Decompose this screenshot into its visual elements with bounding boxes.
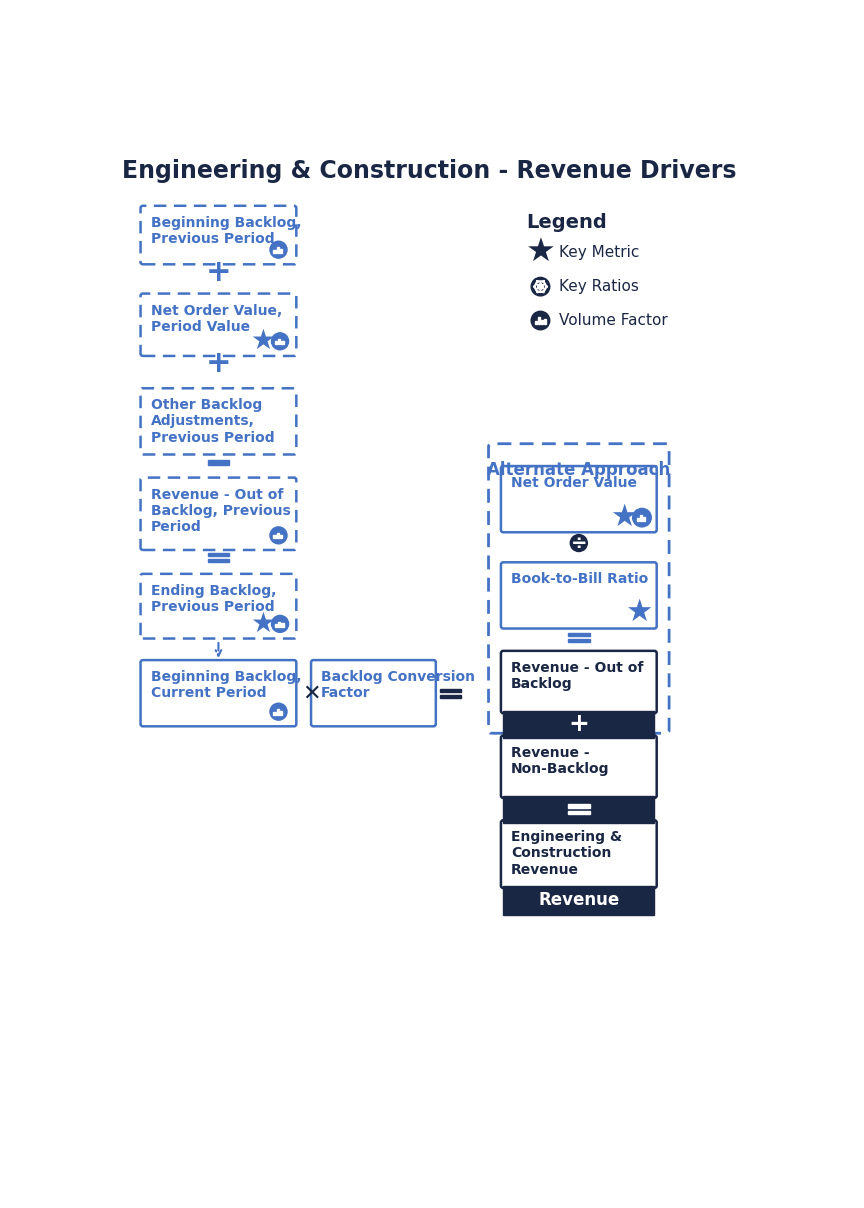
- Circle shape: [538, 284, 543, 289]
- Bar: [276, 248, 279, 252]
- Text: Engineering & Construction - Revenue Drivers: Engineering & Construction - Revenue Dri…: [122, 158, 736, 182]
- FancyBboxPatch shape: [501, 562, 657, 628]
- Bar: [537, 318, 540, 324]
- Text: Beginning Backlog,
Current Period: Beginning Backlog, Current Period: [150, 670, 302, 701]
- Text: Revenue: Revenue: [538, 892, 619, 910]
- FancyBboxPatch shape: [488, 443, 669, 733]
- Bar: [274, 250, 276, 252]
- Bar: [544, 319, 546, 324]
- Text: +: +: [206, 257, 232, 286]
- Bar: [568, 639, 589, 643]
- Text: Revenue -
Non-Backlog: Revenue - Non-Backlog: [511, 745, 609, 776]
- FancyBboxPatch shape: [501, 736, 657, 798]
- FancyBboxPatch shape: [141, 205, 296, 265]
- Text: +: +: [206, 349, 232, 378]
- FancyBboxPatch shape: [141, 477, 296, 550]
- Bar: [276, 533, 279, 539]
- Bar: [281, 623, 283, 627]
- Bar: [207, 460, 229, 465]
- FancyBboxPatch shape: [501, 466, 657, 533]
- Text: ÷: ÷: [570, 534, 587, 552]
- Bar: [278, 622, 281, 627]
- Bar: [275, 623, 277, 627]
- Text: Engineering &
Construction
Revenue: Engineering & Construction Revenue: [511, 830, 622, 877]
- Bar: [274, 535, 276, 539]
- Circle shape: [270, 527, 287, 544]
- Bar: [440, 689, 461, 692]
- Circle shape: [531, 278, 550, 296]
- Bar: [276, 709, 279, 715]
- Text: Legend: Legend: [526, 213, 607, 232]
- Text: Net Order Value,
Period Value: Net Order Value, Period Value: [150, 303, 282, 333]
- Text: Revenue - Out of
Backlog, Previous
Period: Revenue - Out of Backlog, Previous Perio…: [150, 488, 290, 534]
- Bar: [503, 796, 654, 823]
- Circle shape: [271, 333, 289, 350]
- Bar: [503, 712, 654, 738]
- Bar: [640, 516, 642, 521]
- Circle shape: [271, 615, 289, 632]
- Circle shape: [270, 703, 287, 720]
- Text: Other Backlog
Adjustments,
Previous Period: Other Backlog Adjustments, Previous Peri…: [150, 399, 274, 445]
- Bar: [643, 517, 645, 521]
- Text: Book-to-Bill Ratio: Book-to-Bill Ratio: [511, 573, 648, 586]
- Bar: [280, 535, 282, 539]
- Text: ✕: ✕: [302, 684, 321, 703]
- Text: Key Ratios: Key Ratios: [559, 279, 638, 294]
- Text: Key Metric: Key Metric: [559, 245, 639, 260]
- Text: ★: ★: [251, 610, 276, 638]
- Text: Ending Backlog,
Previous Period: Ending Backlog, Previous Period: [150, 583, 276, 614]
- Bar: [637, 518, 639, 521]
- Bar: [275, 342, 277, 344]
- Text: Revenue - Out of
Backlog: Revenue - Out of Backlog: [511, 661, 644, 691]
- Bar: [568, 811, 589, 814]
- Text: Net Order Value: Net Order Value: [511, 476, 637, 490]
- Text: ★: ★: [525, 237, 556, 269]
- Circle shape: [632, 509, 651, 527]
- FancyBboxPatch shape: [141, 660, 296, 726]
- FancyBboxPatch shape: [501, 820, 657, 888]
- Bar: [207, 553, 229, 556]
- Text: ★: ★: [626, 598, 652, 627]
- FancyBboxPatch shape: [141, 574, 296, 639]
- FancyBboxPatch shape: [141, 294, 296, 356]
- Bar: [535, 320, 537, 324]
- FancyBboxPatch shape: [501, 651, 657, 713]
- Bar: [503, 885, 654, 914]
- Bar: [568, 805, 589, 807]
- Text: Backlog Conversion
Factor: Backlog Conversion Factor: [321, 670, 475, 701]
- Text: Volume Factor: Volume Factor: [559, 313, 668, 329]
- Circle shape: [531, 312, 550, 330]
- Bar: [207, 559, 229, 562]
- Circle shape: [270, 242, 287, 259]
- Text: ★: ★: [251, 327, 276, 355]
- Circle shape: [570, 535, 588, 552]
- Text: +: +: [569, 713, 589, 737]
- FancyBboxPatch shape: [311, 660, 435, 726]
- Bar: [541, 320, 543, 324]
- FancyBboxPatch shape: [141, 388, 296, 454]
- Text: Alternate Approach: Alternate Approach: [487, 460, 670, 478]
- Text: ★: ★: [610, 504, 637, 533]
- Bar: [281, 341, 283, 344]
- Text: Beginning Backlog,
Previous Period: Beginning Backlog, Previous Period: [150, 216, 302, 246]
- Bar: [280, 712, 282, 715]
- Bar: [568, 633, 589, 637]
- Bar: [274, 712, 276, 715]
- Bar: [280, 249, 282, 252]
- Bar: [278, 339, 281, 344]
- Bar: [440, 695, 461, 698]
